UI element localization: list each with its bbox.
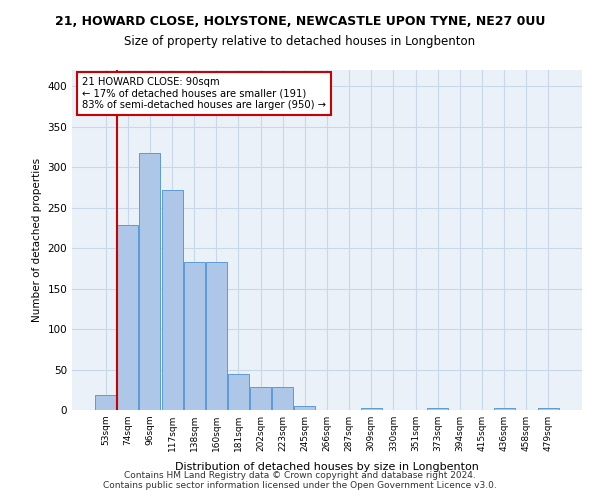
- Bar: [250, 388, 271, 410]
- Bar: [184, 262, 205, 410]
- Bar: [118, 226, 139, 410]
- X-axis label: Distribution of detached houses by size in Longbenton: Distribution of detached houses by size …: [175, 462, 479, 472]
- Bar: [494, 408, 515, 410]
- Bar: [139, 152, 160, 410]
- Bar: [295, 406, 316, 410]
- Bar: [206, 262, 227, 410]
- Text: 21, HOWARD CLOSE, HOLYSTONE, NEWCASTLE UPON TYNE, NE27 0UU: 21, HOWARD CLOSE, HOLYSTONE, NEWCASTLE U…: [55, 15, 545, 28]
- Bar: [538, 408, 559, 410]
- Text: Contains HM Land Registry data © Crown copyright and database right 2024.
Contai: Contains HM Land Registry data © Crown c…: [103, 470, 497, 490]
- Bar: [427, 408, 448, 410]
- Bar: [361, 408, 382, 410]
- Bar: [228, 374, 249, 410]
- Text: 21 HOWARD CLOSE: 90sqm
← 17% of detached houses are smaller (191)
83% of semi-de: 21 HOWARD CLOSE: 90sqm ← 17% of detached…: [82, 77, 326, 110]
- Text: Size of property relative to detached houses in Longbenton: Size of property relative to detached ho…: [124, 35, 476, 48]
- Y-axis label: Number of detached properties: Number of detached properties: [32, 158, 42, 322]
- Bar: [272, 388, 293, 410]
- Bar: [161, 190, 182, 410]
- Bar: [95, 396, 116, 410]
